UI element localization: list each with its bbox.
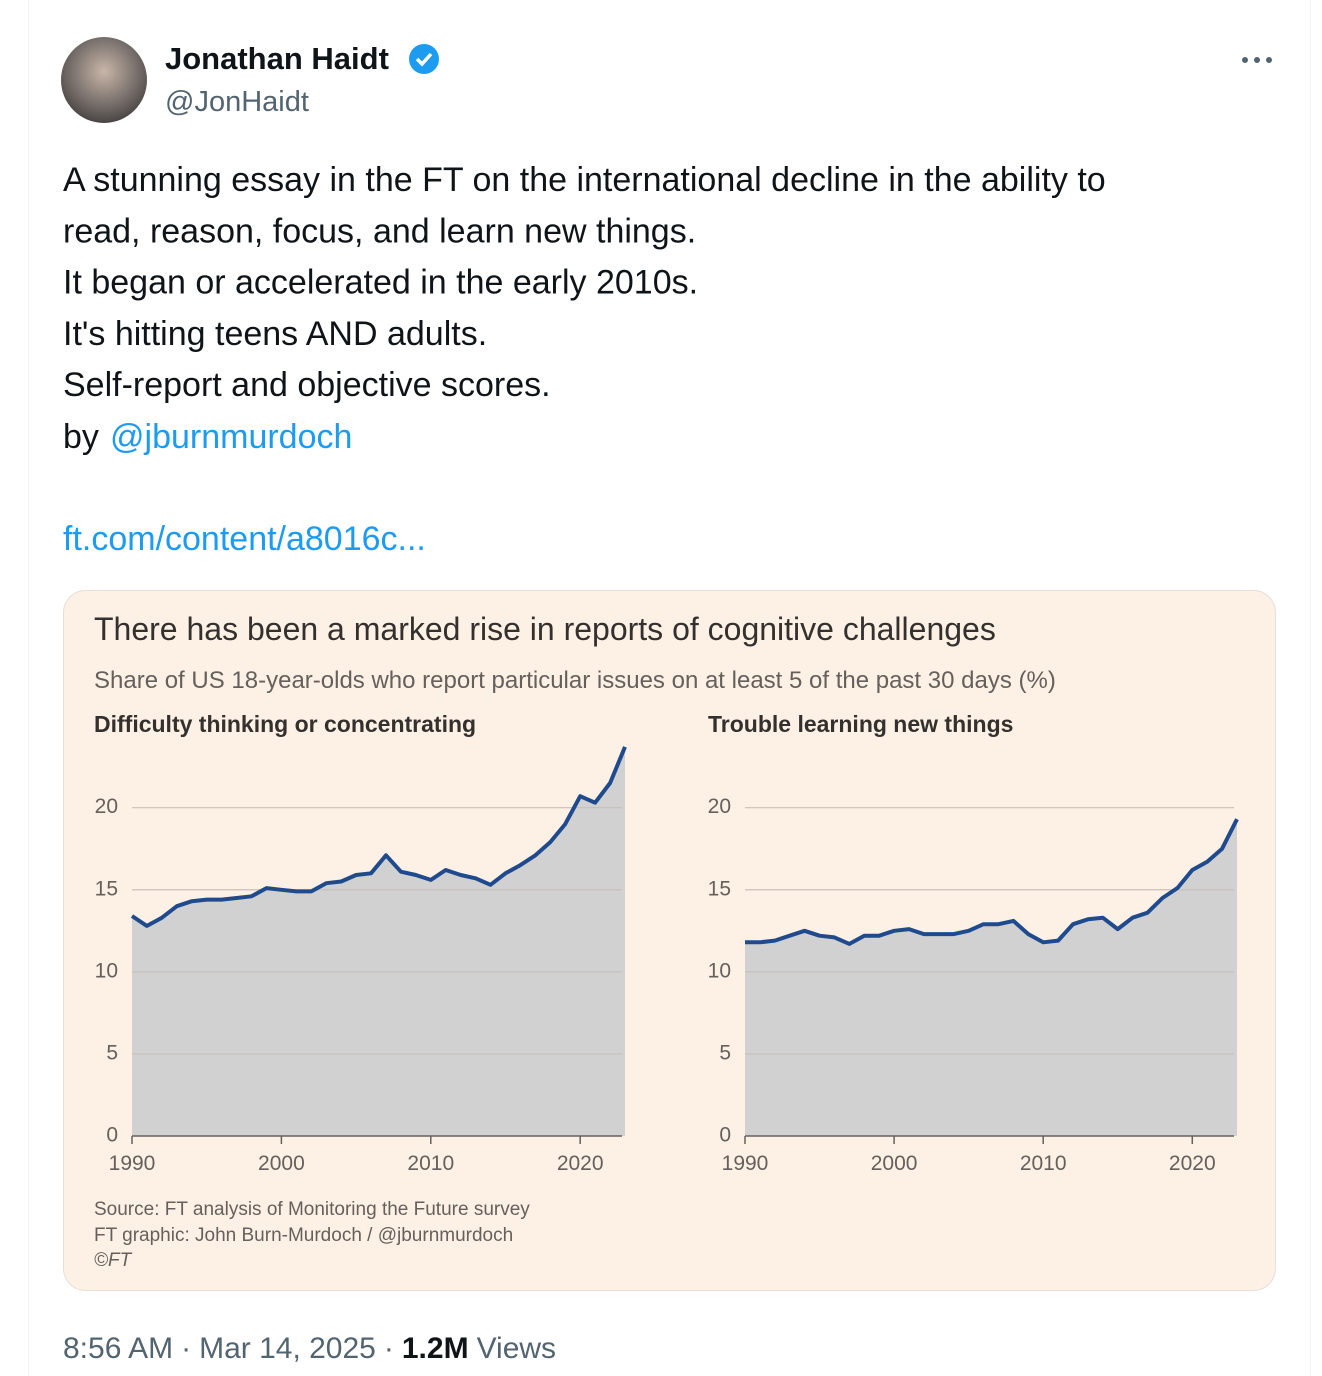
mention[interactable]: @jburnmurdoch xyxy=(110,418,352,456)
views-label: Views xyxy=(477,1332,556,1365)
author-name[interactable]: Jonathan Haidt xyxy=(165,41,389,76)
tweet-text: Self-report and objective scores. xyxy=(63,366,551,404)
figure-title: There has been a marked rise in reports … xyxy=(94,611,996,647)
x-tick-label: 2000 xyxy=(871,1152,918,1175)
link[interactable]: ft.com/content/a8016c... xyxy=(63,520,426,558)
x-tick-label: 2020 xyxy=(557,1152,604,1175)
x-tick-label: 2010 xyxy=(407,1152,454,1175)
line xyxy=(745,818,1239,946)
y-tick-label: 0 xyxy=(719,1124,731,1147)
y-tick-label: 5 xyxy=(719,1041,731,1064)
figure-subtitle: Share of US 18-year-olds who report part… xyxy=(94,667,1056,694)
area xyxy=(745,819,1237,1136)
x-tick-label: 2000 xyxy=(258,1152,305,1175)
y-tick-label: 15 xyxy=(708,877,731,900)
y-tick-label: 20 xyxy=(95,795,118,818)
view-count: 1.2M xyxy=(402,1332,469,1365)
separator: · xyxy=(181,1332,191,1365)
timestamp[interactable]: 8:56 AM xyxy=(63,1332,173,1365)
y-tick-label: 10 xyxy=(95,959,118,982)
y-tick-label: 5 xyxy=(106,1041,118,1064)
x-tick-label: 2010 xyxy=(1020,1152,1067,1175)
y-tick-label: 10 xyxy=(708,959,731,982)
tweet-text: read, reason, focus, and learn new thing… xyxy=(63,212,696,250)
avatar[interactable] xyxy=(61,37,147,123)
y-tick-label: 20 xyxy=(708,795,731,818)
source: ©FT xyxy=(94,1250,133,1271)
panel-title: Trouble learning new things xyxy=(708,711,1013,737)
area xyxy=(132,746,625,1136)
verified-badge xyxy=(409,44,439,74)
y-tick-label: 0 xyxy=(106,1124,118,1147)
more-menu[interactable] xyxy=(1242,57,1272,63)
author-handle[interactable]: @JonHaidt xyxy=(165,86,309,118)
source: Source: FT analysis of Monitoring the Fu… xyxy=(94,1199,530,1220)
x-tick-label: 1990 xyxy=(109,1152,156,1175)
date: Mar 14, 2025 xyxy=(199,1332,376,1365)
tweet-text: It's hitting teens AND adults. xyxy=(63,315,487,353)
x-tick-label: 2020 xyxy=(1169,1152,1216,1175)
tweet-text: A stunning essay in the FT on the intern… xyxy=(63,161,1106,199)
separator: · xyxy=(384,1332,394,1365)
source: FT graphic: John Burn-Murdoch / @jburnmu… xyxy=(94,1225,513,1246)
tweet-text: It began or accelerated in the early 201… xyxy=(63,264,698,302)
byline: by xyxy=(63,418,99,456)
panel-title: Difficulty thinking or concentrating xyxy=(94,711,476,737)
y-tick-label: 15 xyxy=(95,877,118,900)
x-tick-label: 1990 xyxy=(722,1152,769,1175)
line xyxy=(130,746,627,928)
